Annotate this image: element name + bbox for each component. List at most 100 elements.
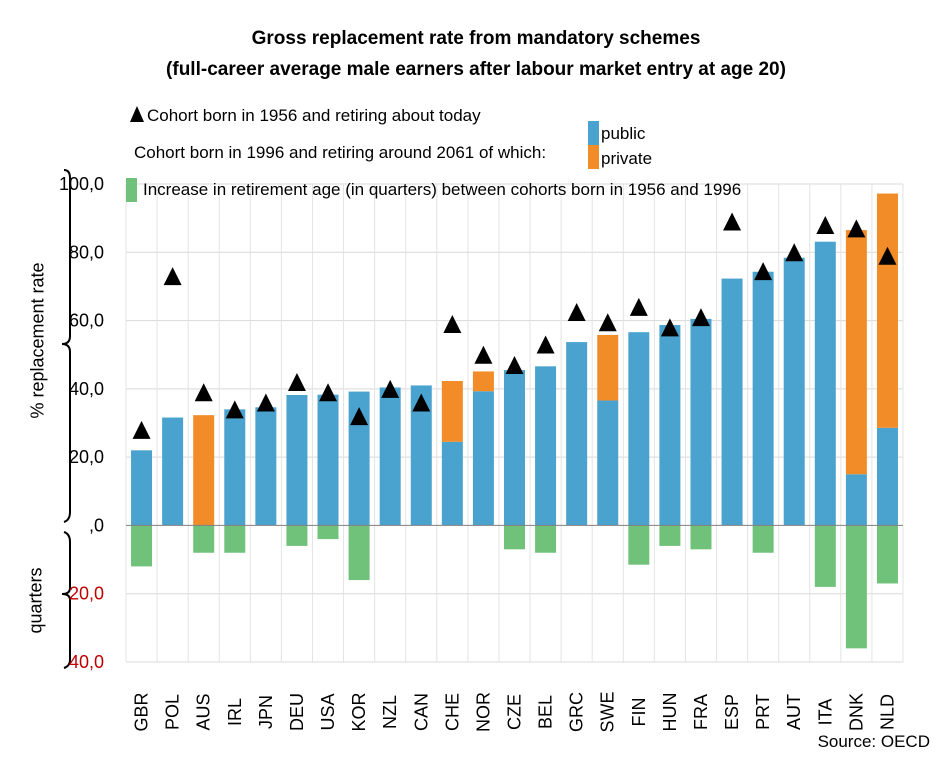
source-note: Source: OECD: [817, 732, 930, 751]
bar-private-DNK: [845, 230, 867, 475]
bar-retirement-age-DNK: [845, 525, 867, 649]
axes: [61, 169, 903, 669]
x-tick-label-NZL: NZL: [380, 695, 400, 729]
legend-public-swatch: [588, 121, 599, 145]
legend-private-swatch: [588, 145, 599, 169]
x-tick-label-POL: POL: [163, 694, 183, 730]
tick-labels: GBR POL AUS IRL JPN DEU USA KOR NZL CAN CHE NOR CZE B…: [59, 174, 898, 733]
x-tick-label-NLD: NLD: [877, 694, 897, 730]
bar-public-HUN: [659, 325, 681, 526]
x-tick-label-ITA: ITA: [815, 699, 835, 726]
bar-public-ESP: [721, 278, 743, 526]
bar-public-IRL: [224, 409, 246, 526]
x-tick-label-SWE: SWE: [598, 691, 618, 732]
y-tick-label: 20,0: [69, 447, 104, 467]
bar-retirement-age-FIN: [628, 525, 650, 565]
x-tick-label-KOR: KOR: [349, 692, 369, 731]
bar-retirement-age-HUN: [659, 525, 681, 546]
x-tick-label-DNK: DNK: [846, 693, 866, 731]
marker-1956-HUN: [660, 318, 679, 337]
y-tick-label: 40,0: [69, 652, 104, 672]
gridlines: [125, 183, 904, 663]
y-axis-label-quarters: quarters: [25, 567, 46, 634]
bar-public-NLD: [876, 427, 898, 526]
marker-1956-AUT: [785, 243, 804, 262]
marker-1956-SWE: [598, 313, 617, 332]
bar-retirement-age-USA: [317, 525, 339, 540]
bar-private-NOR: [472, 371, 494, 392]
y-tick-label: 40,0: [69, 379, 104, 399]
legend-cohort-1996-label: Cohort born in 1996 and retiring around …: [134, 143, 547, 162]
bar-public-BEL: [535, 366, 557, 526]
marker-1956-ITA: [816, 215, 835, 234]
bar-retirement-age-ITA: [814, 525, 836, 587]
marker-1956-CAN: [412, 393, 431, 412]
marker-1956-CZE: [505, 355, 524, 374]
bar-private-SWE: [597, 334, 619, 401]
x-tick-label-CHE: CHE: [442, 693, 462, 731]
bar-retirement-age-KOR: [348, 525, 370, 581]
bar-retirement-age-IRL: [224, 525, 246, 553]
bar-public-GBR: [131, 450, 153, 526]
marker-1956-GRC: [567, 303, 586, 322]
marker-1956-CHE: [443, 314, 462, 333]
bar-public-DNK: [845, 474, 867, 526]
y-tick-label: 20,0: [69, 584, 104, 604]
y-axis-label: % replacement rate: [27, 262, 48, 419]
marker-1956-PRT: [754, 262, 773, 281]
bar-retirement-age-GBR: [131, 525, 153, 567]
marker-1956-USA: [319, 383, 338, 402]
x-tick-label-NOR: NOR: [473, 692, 493, 732]
x-tick-label-PRT: PRT: [753, 694, 773, 730]
marker-1956-FIN: [629, 297, 648, 316]
x-tick-label-AUT: AUT: [784, 694, 804, 730]
marker-1956-AUS: [194, 383, 213, 402]
marker-1956-POL: [163, 267, 182, 286]
bar-public-FRA: [690, 318, 712, 526]
y-tick-label: 80,0: [69, 242, 104, 262]
legend-triangle-label: Cohort born in 1956 and retiring about t…: [147, 106, 481, 125]
bar-public-SWE: [597, 400, 619, 526]
marker-1956-GBR: [132, 420, 151, 439]
marker-1956-NLD: [878, 246, 897, 265]
bars: [131, 193, 898, 649]
bar-public-CHE: [441, 441, 463, 526]
x-tick-label-CAN: CAN: [411, 693, 431, 731]
bar-private-NLD: [876, 193, 898, 428]
legend-private-label: private: [601, 149, 653, 168]
bar-retirement-age-BEL: [535, 525, 557, 553]
markers: [132, 212, 897, 439]
marker-1956-FRA: [691, 308, 710, 327]
bar-public-CZE: [504, 370, 525, 526]
bar-retirement-age-PRT: [752, 525, 774, 553]
y-tick-label: ,0: [89, 515, 104, 535]
bar-public-FIN: [628, 332, 650, 526]
chart-title: Gross replacement rate from mandatory sc…: [251, 28, 701, 49]
x-tick-label-GBR: GBR: [132, 692, 152, 731]
legend-public-label: public: [601, 124, 646, 143]
bar-retirement-age-AUS: [193, 525, 215, 553]
bar-public-ITA: [814, 241, 836, 526]
x-tick-label-AUS: AUS: [194, 693, 214, 730]
bar-public-JPN: [255, 407, 277, 526]
chart-subtitle: (full-career average male earners after …: [166, 59, 786, 80]
bar-retirement-age-NLD: [876, 525, 898, 584]
x-tick-label-GRC: GRC: [567, 692, 587, 732]
x-tick-label-IRL: IRL: [225, 698, 245, 726]
bar-public-POL: [162, 417, 184, 526]
bar-retirement-age-CZE: [504, 525, 525, 550]
x-tick-label-FRA: FRA: [691, 694, 711, 730]
bar-retirement-age-FRA: [690, 525, 712, 550]
legend-green-label: Increase in retirement age (in quarters)…: [143, 180, 742, 199]
marker-1956-DEU: [287, 373, 306, 392]
bar-public-PRT: [752, 271, 774, 526]
x-tick-label-DEU: DEU: [287, 693, 307, 731]
marker-1956-KOR: [350, 407, 369, 426]
x-tick-label-CZE: CZE: [505, 694, 525, 730]
bar-retirement-age-DEU: [286, 525, 308, 546]
bar-public-DEU: [286, 395, 308, 526]
x-tick-label-JPN: JPN: [256, 695, 276, 729]
x-tick-label-ESP: ESP: [722, 694, 742, 730]
bar-public-USA: [317, 394, 339, 526]
marker-1956-ESP: [723, 212, 742, 231]
